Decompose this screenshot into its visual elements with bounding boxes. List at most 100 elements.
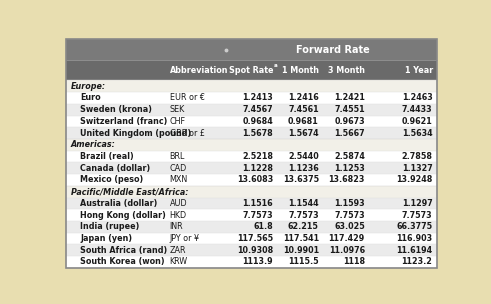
Text: 13.6083: 13.6083 bbox=[237, 175, 273, 185]
Text: 2.5440: 2.5440 bbox=[288, 152, 319, 161]
Text: EUR or €: EUR or € bbox=[169, 94, 205, 102]
Text: 117.541: 117.541 bbox=[283, 234, 319, 243]
Text: 7.4561: 7.4561 bbox=[288, 105, 319, 114]
Text: 1118: 1118 bbox=[343, 257, 365, 266]
Text: 1.2463: 1.2463 bbox=[402, 94, 433, 102]
Text: 1.1327: 1.1327 bbox=[402, 164, 433, 173]
Text: 10.9901: 10.9901 bbox=[283, 246, 319, 255]
Text: CHF: CHF bbox=[169, 117, 186, 126]
Text: Euro: Euro bbox=[81, 94, 101, 102]
Text: South Africa (rand): South Africa (rand) bbox=[81, 246, 167, 255]
Text: 1.1253: 1.1253 bbox=[334, 164, 365, 173]
Text: 1115.5: 1115.5 bbox=[288, 257, 319, 266]
Text: Switzerland (franc): Switzerland (franc) bbox=[81, 117, 168, 126]
Text: 13.9248: 13.9248 bbox=[396, 175, 433, 185]
Text: Spot Rate: Spot Rate bbox=[229, 66, 273, 75]
Text: Brazil (real): Brazil (real) bbox=[81, 152, 134, 161]
Text: 1.5667: 1.5667 bbox=[334, 129, 365, 138]
Text: 63.025: 63.025 bbox=[334, 222, 365, 231]
Text: 1.1516: 1.1516 bbox=[243, 199, 273, 208]
Text: Forward Rate: Forward Rate bbox=[296, 45, 369, 55]
Text: United Kingdom (pound): United Kingdom (pound) bbox=[81, 129, 191, 138]
Bar bbox=[66, 127, 437, 139]
Text: 13.6375: 13.6375 bbox=[283, 175, 319, 185]
Text: Australia (dollar): Australia (dollar) bbox=[81, 199, 158, 208]
Text: 7.4433: 7.4433 bbox=[402, 105, 433, 114]
Text: 1.1228: 1.1228 bbox=[242, 164, 273, 173]
Text: 1.2413: 1.2413 bbox=[243, 94, 273, 102]
Text: GBP or £: GBP or £ bbox=[169, 129, 204, 138]
Text: 1.1593: 1.1593 bbox=[334, 199, 365, 208]
Bar bbox=[66, 221, 437, 233]
Text: Abbreviation: Abbreviation bbox=[169, 66, 228, 75]
Text: 1.1544: 1.1544 bbox=[288, 199, 319, 208]
Text: 1 Year: 1 Year bbox=[405, 66, 433, 75]
Bar bbox=[66, 209, 437, 221]
Bar bbox=[66, 92, 437, 104]
Text: 7.7573: 7.7573 bbox=[402, 211, 433, 219]
Text: a: a bbox=[274, 63, 277, 68]
Bar bbox=[66, 174, 437, 186]
Text: 117.565: 117.565 bbox=[237, 234, 273, 243]
Text: Americas:: Americas: bbox=[71, 140, 116, 149]
Text: 7.7573: 7.7573 bbox=[334, 211, 365, 219]
Text: India (rupee): India (rupee) bbox=[81, 222, 140, 231]
Text: Canada (dollar): Canada (dollar) bbox=[81, 164, 151, 173]
Text: INR: INR bbox=[169, 222, 183, 231]
Text: 0.9681: 0.9681 bbox=[288, 117, 319, 126]
Text: 0.9673: 0.9673 bbox=[334, 117, 365, 126]
Text: 7.7573: 7.7573 bbox=[243, 211, 273, 219]
Text: 117.429: 117.429 bbox=[328, 234, 365, 243]
Text: 3 Month: 3 Month bbox=[328, 66, 365, 75]
Text: 1.5634: 1.5634 bbox=[402, 129, 433, 138]
Text: Hong Kong (dollar): Hong Kong (dollar) bbox=[81, 211, 166, 219]
Text: 1.5678: 1.5678 bbox=[243, 129, 273, 138]
Text: 11.0976: 11.0976 bbox=[329, 246, 365, 255]
Bar bbox=[66, 256, 437, 268]
Text: ZAR: ZAR bbox=[169, 246, 186, 255]
Bar bbox=[66, 81, 437, 92]
Text: MXN: MXN bbox=[169, 175, 188, 185]
Text: 61.8: 61.8 bbox=[253, 222, 273, 231]
Text: South Korea (won): South Korea (won) bbox=[81, 257, 165, 266]
Text: 11.6194: 11.6194 bbox=[396, 246, 433, 255]
Text: 7.4567: 7.4567 bbox=[243, 105, 273, 114]
Text: 1.1236: 1.1236 bbox=[288, 164, 319, 173]
Text: 7.4551: 7.4551 bbox=[334, 105, 365, 114]
Text: 66.3775: 66.3775 bbox=[396, 222, 433, 231]
Text: 62.215: 62.215 bbox=[288, 222, 319, 231]
Text: 116.903: 116.903 bbox=[396, 234, 433, 243]
Text: Japan (yen): Japan (yen) bbox=[81, 234, 133, 243]
Text: AUD: AUD bbox=[169, 199, 187, 208]
Bar bbox=[66, 60, 437, 81]
Text: 1.2416: 1.2416 bbox=[288, 94, 319, 102]
Text: 2.5874: 2.5874 bbox=[334, 152, 365, 161]
Bar bbox=[66, 186, 437, 198]
Text: CAD: CAD bbox=[169, 164, 187, 173]
Bar bbox=[66, 162, 437, 174]
Text: KRW: KRW bbox=[169, 257, 188, 266]
Text: 1113.9: 1113.9 bbox=[243, 257, 273, 266]
Bar bbox=[66, 116, 437, 127]
Text: 0.9621: 0.9621 bbox=[402, 117, 433, 126]
Text: 10.9308: 10.9308 bbox=[237, 246, 273, 255]
Bar bbox=[66, 39, 437, 60]
Bar bbox=[66, 104, 437, 116]
Text: BRL: BRL bbox=[169, 152, 185, 161]
Bar bbox=[66, 151, 437, 162]
Text: 1.2421: 1.2421 bbox=[334, 94, 365, 102]
Text: 2.7858: 2.7858 bbox=[402, 152, 433, 161]
Text: 1 Month: 1 Month bbox=[282, 66, 319, 75]
Text: 1.5674: 1.5674 bbox=[288, 129, 319, 138]
Text: Pacific/Middle East/Africa:: Pacific/Middle East/Africa: bbox=[71, 187, 189, 196]
Text: Europe:: Europe: bbox=[71, 82, 106, 91]
Bar bbox=[66, 139, 437, 151]
Bar bbox=[66, 233, 437, 244]
Text: 13.6823: 13.6823 bbox=[328, 175, 365, 185]
Text: 2.5218: 2.5218 bbox=[242, 152, 273, 161]
Bar bbox=[66, 244, 437, 256]
Text: HKD: HKD bbox=[169, 211, 187, 219]
Text: JPY or ¥: JPY or ¥ bbox=[169, 234, 200, 243]
Text: 0.9684: 0.9684 bbox=[243, 117, 273, 126]
Text: SEK: SEK bbox=[169, 105, 185, 114]
